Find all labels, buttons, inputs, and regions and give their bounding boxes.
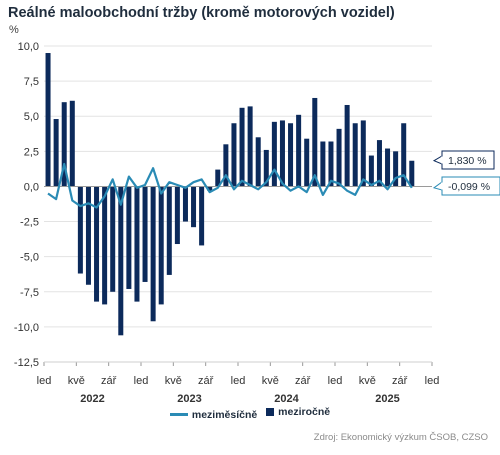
bar [45, 53, 51, 187]
bar [288, 123, 294, 187]
legend-label-bar: meziročně [278, 406, 331, 418]
y-tick-label: 5,0 [24, 111, 39, 123]
bar [142, 186, 148, 282]
x-tick-label: kvě [262, 375, 279, 387]
legend-label-line: meziměsíčně [191, 408, 258, 421]
bar [158, 186, 164, 305]
bar [174, 186, 180, 245]
bar [94, 186, 100, 302]
chart-title: Reálné maloobchodní tržby (kromě motorov… [8, 5, 395, 21]
legend: meziměsíčně meziročně [0, 406, 500, 421]
bar [166, 186, 172, 275]
x-year-label: 2024 [274, 393, 299, 405]
bar [85, 186, 91, 285]
bar [69, 100, 75, 187]
bar [207, 186, 213, 191]
y-tick-label: -10,0 [14, 322, 39, 334]
callout-pointer [432, 181, 443, 191]
bar [247, 106, 253, 187]
y-tick-label: 7,5 [24, 76, 39, 88]
x-tick-label: led [328, 375, 343, 387]
bar [215, 169, 221, 187]
callout-label: 1,830 % [448, 155, 487, 167]
callout-pointer [432, 155, 443, 165]
y-tick-label: -7,5 [20, 287, 39, 299]
bar [344, 104, 350, 187]
x-tick-label: kvě [165, 375, 182, 387]
x-year-label: 2025 [375, 393, 399, 405]
bar [385, 148, 391, 187]
bar [77, 186, 83, 274]
bar [118, 186, 124, 336]
bar [304, 138, 310, 187]
x-tick-label: zář [392, 375, 408, 387]
callout-join [441, 156, 444, 164]
x-tick-label: kvě [68, 375, 85, 387]
bar [271, 121, 277, 187]
y-tick-label: -12,5 [14, 357, 39, 369]
x-tick-label: led [425, 375, 440, 387]
bar [231, 123, 237, 187]
bar [61, 102, 67, 187]
x-tick-label: led [134, 375, 149, 387]
line-series [47, 162, 413, 209]
x-tick-label: zář [101, 375, 117, 387]
bar [255, 137, 261, 187]
bar [393, 151, 399, 187]
y-tick-label: 0,0 [24, 181, 39, 193]
bar [368, 155, 374, 187]
bar [53, 119, 59, 187]
callout-label: -0,099 % [448, 181, 490, 193]
x-tick-label: led [231, 375, 246, 387]
source-note: Zdroj: Ekonomický výzkum ČSOB, CZSO [313, 432, 488, 443]
bar [110, 186, 116, 292]
bar [320, 141, 326, 187]
bar [352, 123, 358, 187]
bar [336, 128, 342, 187]
bar [409, 160, 415, 187]
bar [296, 114, 302, 187]
legend-item-line: meziměsíčně [169, 408, 258, 421]
bar [279, 120, 285, 187]
bar [182, 186, 188, 222]
x-tick-label: kvě [359, 375, 376, 387]
bar [199, 186, 205, 246]
x-tick-label: led [37, 375, 52, 387]
bar [239, 107, 245, 187]
legend-item-bar: meziročně [266, 406, 330, 418]
legend-swatch-bar [266, 408, 275, 416]
bar [191, 186, 197, 228]
y-tick-label: 2,5 [24, 146, 39, 158]
x-year-label: 2022 [80, 393, 104, 405]
bar [102, 186, 108, 305]
y-tick-label: 10,0 [18, 41, 39, 53]
bar [134, 186, 140, 302]
bar [126, 186, 132, 289]
bar [328, 141, 334, 187]
bar [150, 186, 156, 322]
x-tick-label: zář [295, 375, 311, 387]
bar [401, 123, 407, 187]
x-tick-label: zář [198, 375, 214, 387]
bar [263, 149, 269, 187]
bar [376, 140, 382, 187]
legend-swatch-line [169, 413, 188, 416]
y-tick-label: -2,5 [20, 217, 39, 229]
bar [312, 97, 318, 187]
y-tick-label: -5,0 [20, 252, 39, 264]
bar [360, 120, 366, 187]
y-axis-unit: % [9, 24, 19, 36]
callout-join [441, 182, 444, 190]
x-year-label: 2023 [177, 393, 201, 405]
bar [223, 144, 229, 187]
